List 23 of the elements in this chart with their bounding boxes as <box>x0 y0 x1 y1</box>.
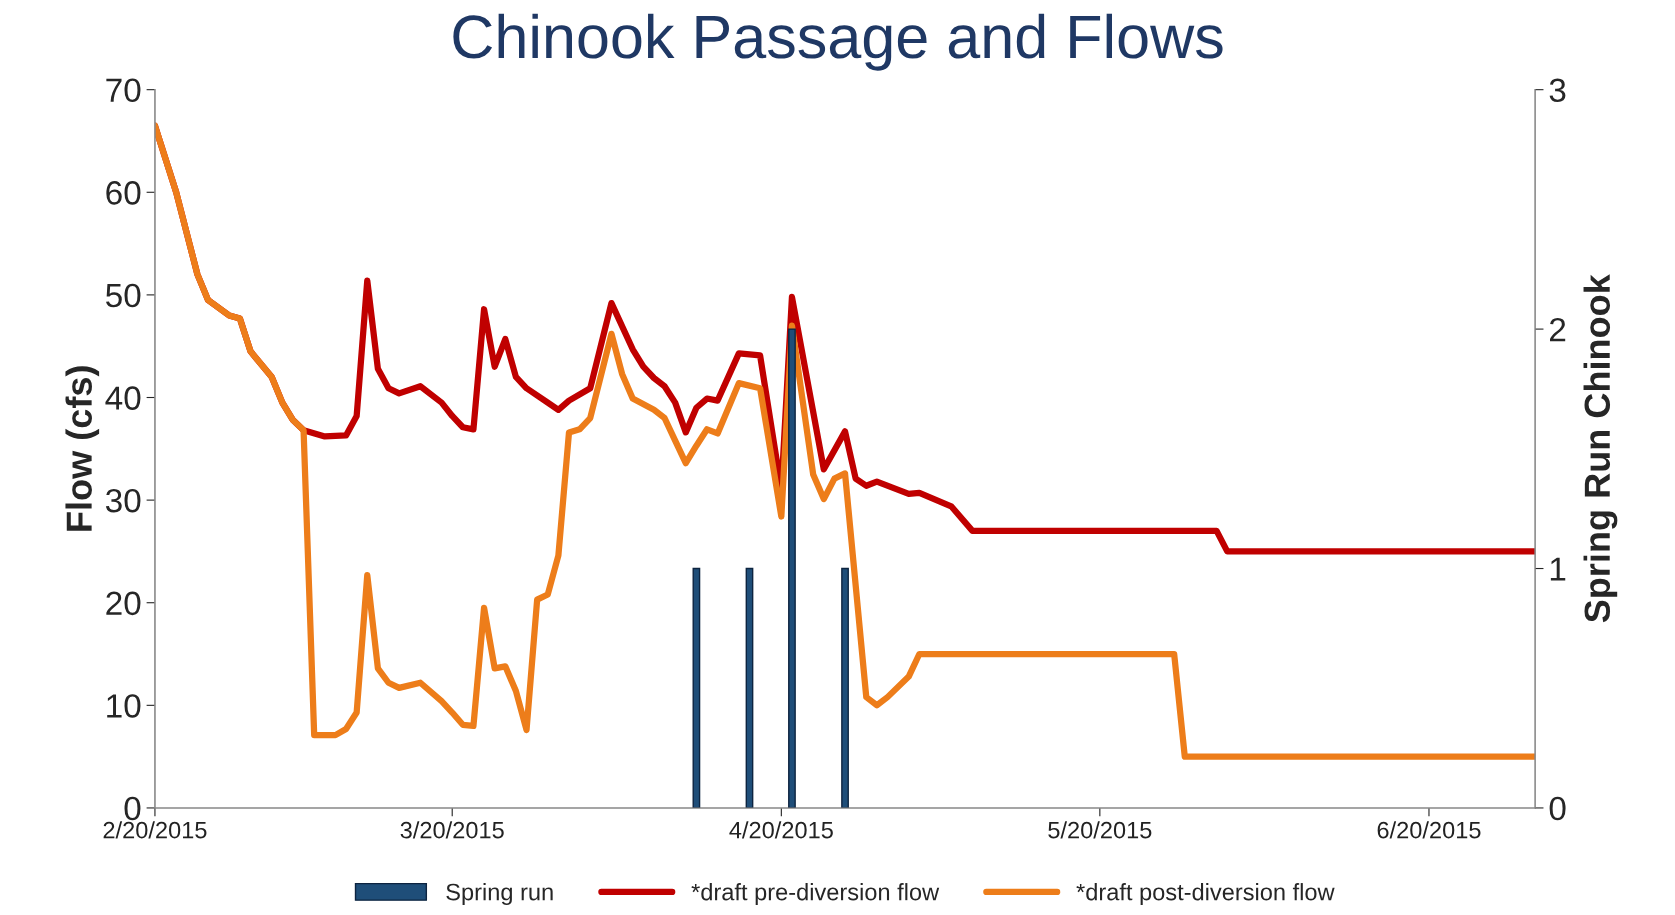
y2-tick-label: 2 <box>1550 317 1566 342</box>
y-tick-label: 60 <box>106 181 141 205</box>
x-tick-label: 3/20/2015 <box>400 821 504 839</box>
y-tick-label: 40 <box>105 386 141 410</box>
y2-tick-label: 1 <box>1550 557 1566 581</box>
y-tick-label: 10 <box>107 694 141 718</box>
legend-label: Spring run <box>446 883 553 906</box>
y-tick-label: 70 <box>106 78 141 103</box>
chart-title: Chinook Passage and Flows <box>453 13 1223 71</box>
x-tick-label: 5/20/2015 <box>1048 821 1152 839</box>
y2-axis-title: Spring Run Chinook <box>1583 274 1618 623</box>
y-axis-title: Flow (cfs) <box>65 366 100 531</box>
legend-label: *draft post-diversion flow <box>1076 883 1335 906</box>
y2-tick-label: 3 <box>1549 78 1566 103</box>
y-tick-label: 20 <box>106 591 141 616</box>
y-tick-label: 30 <box>105 488 141 513</box>
y2-tick-label: 0 <box>1549 796 1566 821</box>
x-tick-label: 6/20/2015 <box>1377 821 1481 839</box>
x-tick-label: 4/20/2015 <box>729 821 833 839</box>
y-tick-label: 50 <box>106 283 141 308</box>
x-tick-label: 2/20/2015 <box>103 821 207 839</box>
legend-label: *draft pre-diversion flow <box>691 883 940 906</box>
y-tick-label: 0 <box>124 796 141 821</box>
